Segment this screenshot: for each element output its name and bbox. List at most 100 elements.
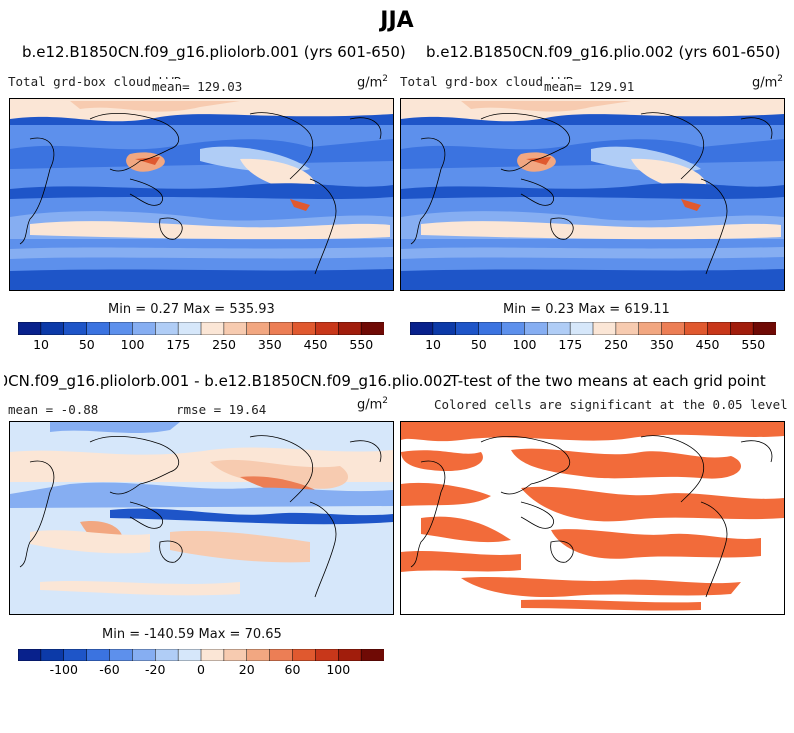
cbar-tick-label: 350: [649, 337, 674, 352]
colorbar-top-left: [17, 321, 385, 336]
cbar-tick-label: 450: [695, 337, 720, 352]
colorbar-cell: [315, 648, 340, 662]
colorbar-cell: [478, 321, 503, 336]
cbar-tick-label: 100: [512, 337, 537, 352]
colorbar-cell: [200, 648, 225, 662]
cbar-tick-label: 550: [349, 337, 374, 352]
colorbar-cell: [40, 648, 65, 662]
minmax-top-left: Min = 0.27 Max = 535.93: [108, 302, 275, 317]
cbar-tick-label: 50: [470, 337, 487, 352]
colorbar-cell: [360, 321, 385, 336]
colorbar-cell: [17, 648, 42, 662]
units-bottom-left: g/m2: [357, 396, 389, 413]
colorbar-cell: [109, 648, 134, 662]
colorbar-cell: [684, 321, 709, 336]
colorbar-cell: [223, 321, 248, 336]
colorbar-cell: [315, 321, 340, 336]
colorbar-cell: [17, 321, 42, 336]
map-top-right: [400, 98, 785, 291]
colorbar-cell: [155, 648, 179, 662]
colorbar-cell: [269, 321, 294, 336]
cbar-tick-label: 50: [78, 337, 95, 352]
panel-title-bottom-right: T-test of the two means at each grid poi…: [450, 372, 766, 390]
rmse-label-bottom-left: rmse = 19.64: [176, 402, 267, 417]
cbar-tick-label: -60: [99, 662, 120, 677]
cbar-tick-label: 0: [197, 662, 205, 677]
colorbar-cell: [200, 321, 225, 336]
cbar-tick-label: -100: [49, 662, 78, 677]
colorbar-cell: [569, 321, 594, 336]
mean-label-bottom-left: mean = -0.88: [8, 402, 99, 417]
cbar-tick-label: 550: [741, 337, 766, 352]
variable-label-top-left: Total grd-box cloud LWP: [8, 74, 182, 89]
cbar-tick-label: 175: [166, 337, 191, 352]
colorbar-bottom-left: [17, 648, 385, 662]
colorbar-cell: [661, 321, 686, 336]
colorbar-cell: [338, 648, 362, 662]
colorbar-cell: [360, 648, 385, 662]
colorbar-cell: [177, 321, 202, 336]
colorbar-cell: [132, 648, 157, 662]
colorbar-cell: [752, 321, 777, 336]
minmax-top-right: Min = 0.23 Max = 619.11: [503, 302, 670, 317]
mean-label-top-right: mean= 129.91: [542, 79, 637, 94]
cbar-tick-label: -20: [145, 662, 166, 677]
colorbar-cell: [292, 648, 317, 662]
colorbar-cell: [177, 648, 202, 662]
colorbar-cell: [109, 321, 134, 336]
colorbar-cell: [707, 321, 732, 336]
lwp-field-top-left: [10, 99, 393, 290]
colorbar-cell: [246, 321, 271, 336]
colorbar-labels-top-left: 10 50 100 175 250 350 450 550: [18, 337, 384, 353]
colorbar-cell: [501, 321, 526, 336]
variable-label-top-right: Total grd-box cloud LWP: [400, 74, 574, 89]
colorbar-cell: [63, 648, 88, 662]
colorbar-cell: [547, 321, 571, 336]
lwp-field-top-right: [401, 99, 784, 290]
colorbar-cell: [455, 321, 480, 336]
panel-subtitle-bottom-right: Colored cells are significant at the 0.0…: [434, 397, 788, 412]
map-top-left: [9, 98, 394, 291]
colorbar-cell: [638, 321, 663, 336]
colorbar-cell: [86, 648, 111, 662]
colorbar-cell: [524, 321, 549, 336]
minmax-bottom-left: Min = -140.59 Max = 70.65: [102, 627, 282, 642]
cbar-tick-label: 10: [425, 337, 441, 352]
units-top-right: g/m2: [752, 74, 784, 91]
ttest-field: [401, 422, 784, 614]
colorbar-cell: [132, 321, 157, 336]
colorbar-cell: [155, 321, 179, 336]
colorbar-cell: [615, 321, 640, 336]
colorbar-cell: [223, 648, 248, 662]
colorbar-cell: [292, 321, 317, 336]
map-bottom-left: [9, 421, 394, 615]
colorbar-cell: [63, 321, 88, 336]
cbar-tick-label: 20: [238, 662, 255, 677]
panel-title-top-left: b.e12.B1850CN.f09_g16.pliolorb.001 (yrs …: [22, 43, 406, 61]
colorbar-cell: [40, 321, 65, 336]
cbar-tick-label: 100: [326, 662, 351, 677]
cbar-tick-label: 60: [284, 662, 301, 677]
cbar-tick-label: 450: [303, 337, 328, 352]
units-top-left: g/m2: [357, 74, 389, 91]
cbar-tick-label: 100: [120, 337, 145, 352]
colorbar-cell: [338, 321, 362, 336]
colorbar-cell: [269, 648, 294, 662]
cbar-tick-label: 10: [33, 337, 49, 352]
map-bottom-right: [400, 421, 785, 615]
panel-title-bottom-left: 1850CN.f09_g16.pliolorb.001 - b.e12.B185…: [4, 372, 452, 390]
colorbar-labels-top-right: 10 50 100 175 250 350 450 550: [410, 337, 776, 353]
figure-title: JJA: [380, 8, 414, 33]
colorbar-cell: [432, 321, 457, 336]
colorbar-cell: [409, 321, 434, 336]
panel-title-top-right: b.e12.B1850CN.f09_g16.plio.002 (yrs 601-…: [426, 43, 781, 61]
difference-field: [10, 422, 393, 614]
cbar-tick-label: 350: [257, 337, 282, 352]
colorbar-labels-bottom-left: -100 -60 -20 0 20 60 100: [18, 662, 384, 678]
mean-label-top-left: mean= 129.03: [150, 79, 245, 94]
cbar-tick-label: 250: [604, 337, 628, 352]
cbar-tick-label: 250: [212, 337, 236, 352]
colorbar-top-right: [409, 321, 777, 336]
colorbar-cell: [592, 321, 617, 336]
colorbar-cell: [86, 321, 111, 336]
